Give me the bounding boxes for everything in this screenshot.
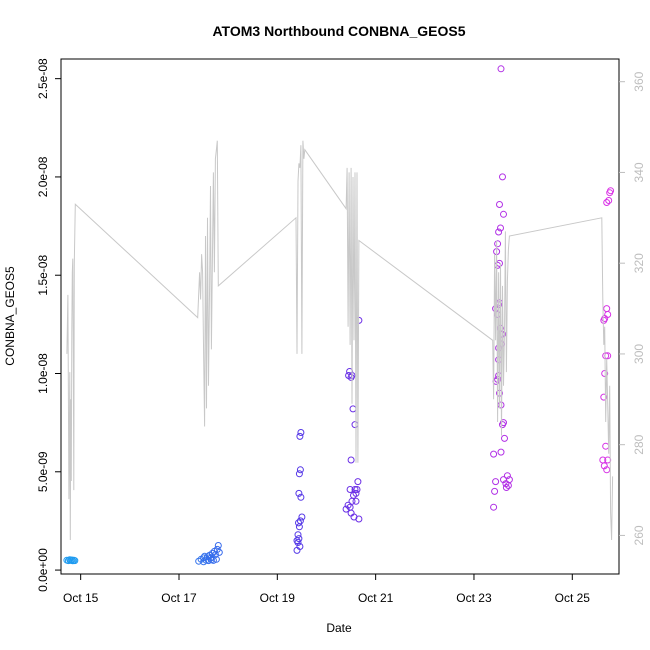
x-tick-label: Oct 19	[260, 591, 296, 605]
line-layer	[66, 140, 614, 541]
scatter-point	[497, 224, 504, 232]
scatter-point	[295, 519, 302, 527]
x-tick-label: Oct 23	[456, 591, 492, 605]
y2-axis: 260 280 300 320 340 360	[619, 71, 646, 545]
x-tick-label: Oct 25	[555, 591, 591, 605]
x-axis: Oct 15 Oct 17 Oct 19 Oct 21 Oct 23 Oct 25	[63, 574, 590, 605]
scatter-point	[293, 537, 301, 545]
scatter-point	[497, 65, 505, 73]
line-series	[66, 140, 614, 541]
scatter-point	[491, 487, 499, 495]
scatter-point	[342, 505, 350, 513]
x-tick-label: Oct 17	[161, 591, 197, 605]
plot-frame	[60, 58, 620, 575]
scatter-layer	[63, 65, 615, 566]
scatter-point	[351, 421, 359, 429]
scatter-point	[295, 470, 303, 478]
scatter-point	[352, 489, 360, 497]
scatter-point	[492, 478, 500, 486]
scatter-point	[502, 484, 510, 491]
y-tick-label: 1.5e-08	[36, 255, 50, 296]
x-tick-label: Oct 15	[63, 591, 99, 605]
y2-tick-label: 280	[632, 434, 646, 454]
scatter-point	[350, 513, 358, 521]
scatter-point	[296, 543, 304, 550]
scatter-point	[215, 548, 223, 556]
y-tick-label: 1.0e-08	[36, 353, 50, 394]
scatter-point	[346, 486, 354, 493]
scatter-point	[207, 553, 215, 561]
scatter-point	[351, 486, 359, 493]
scatter-point	[296, 466, 304, 474]
scatter-point	[601, 315, 609, 322]
scatter-point	[496, 201, 503, 208]
y2-tick-label: 300	[632, 344, 646, 364]
scatter-point	[352, 497, 360, 505]
scatter-point	[294, 531, 302, 539]
scatter-point	[200, 558, 208, 566]
scatter-point	[490, 503, 498, 511]
scatter-point	[501, 434, 508, 442]
scatter-point	[495, 228, 503, 236]
scatter-point	[603, 199, 611, 206]
y-tick-label: 2.0e-08	[36, 156, 50, 197]
y-axis: 0.0e+00 5.0e-09 1.0e-08 1.5e-08 2.0e-08 2.5e-…	[36, 58, 61, 592]
scatter-point	[295, 489, 303, 497]
scatter-point	[499, 173, 506, 181]
scatter-point	[604, 311, 612, 318]
scatter-point	[503, 472, 511, 480]
y-tick-label: 2.5e-08	[36, 58, 50, 99]
y-tick-label: 5.0e-09	[36, 451, 50, 492]
scatter-point	[347, 456, 355, 464]
scatter-point	[500, 419, 507, 427]
scatter-point	[349, 405, 357, 413]
y2-tick-label: 320	[632, 253, 646, 273]
scatter-point	[71, 557, 79, 565]
x-tick-label: Oct 21	[358, 591, 394, 605]
y-tick-label: 0.0e+00	[36, 548, 50, 592]
scatter-point	[214, 542, 222, 549]
scatter-point	[605, 197, 613, 204]
scatter-point	[497, 448, 505, 456]
x-axis-label: Date	[326, 621, 352, 635]
scatter-point	[295, 535, 303, 543]
scatter-point	[296, 432, 304, 440]
scatter-point	[490, 450, 498, 458]
scatter-point	[354, 478, 362, 486]
scatter-point	[353, 486, 361, 493]
scatter-point	[602, 442, 610, 450]
scatter-point	[603, 305, 611, 313]
scatter-point	[602, 352, 610, 360]
scatter-point	[297, 429, 305, 436]
scatter-point	[505, 476, 513, 484]
scatter-point	[607, 187, 615, 195]
y2-tick-label: 260	[632, 525, 646, 545]
y2-tick-label: 360	[632, 71, 646, 91]
scatter-point	[296, 517, 304, 525]
y2-tick-label: 340	[632, 162, 646, 182]
scatter-point	[297, 493, 305, 501]
scatter-point	[500, 210, 507, 218]
chart-title: ATOM3 Northbound CONBNA_GEOS5	[212, 23, 465, 39]
scatter-point	[600, 393, 608, 401]
y-axis-label: CONBNA_GEOS5	[3, 266, 17, 366]
scatter-point	[603, 466, 611, 474]
scatter-point	[494, 240, 502, 248]
scatter-point	[298, 513, 306, 521]
scatter-point	[344, 501, 352, 509]
